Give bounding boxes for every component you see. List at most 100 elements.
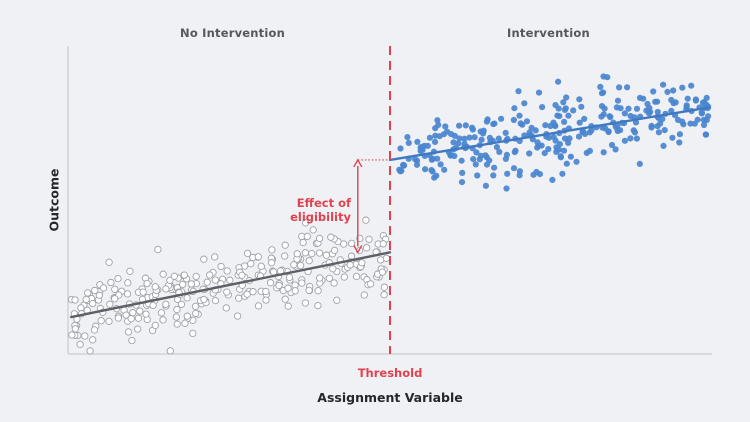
treatment-point	[588, 127, 595, 134]
control-point	[187, 280, 196, 288]
control-point	[76, 340, 84, 349]
treatment-point	[575, 133, 583, 140]
control-point	[114, 314, 123, 322]
control-point	[238, 271, 246, 279]
control-point	[301, 249, 310, 257]
control-point	[291, 287, 299, 295]
treatment-point	[435, 121, 442, 128]
treatment-point	[643, 107, 650, 114]
treatment-point	[581, 115, 588, 122]
control-point	[330, 279, 338, 287]
treatment-point	[462, 122, 469, 129]
treatment-point	[692, 97, 700, 104]
treatment-point	[552, 137, 559, 144]
treatment-point	[578, 103, 585, 110]
treatment-point	[486, 134, 493, 141]
control-point	[126, 267, 134, 275]
treatment-point	[470, 156, 477, 163]
treatment-point	[560, 147, 568, 154]
control-point	[290, 261, 298, 269]
treatment-point	[441, 166, 448, 173]
treatment-point	[560, 99, 567, 106]
treatment-point	[625, 105, 632, 112]
control-point	[360, 291, 368, 299]
control-point	[267, 259, 276, 267]
control-point	[151, 321, 159, 330]
control-point	[378, 268, 387, 276]
control-point	[189, 329, 197, 338]
treatment-point	[586, 147, 594, 154]
control-point	[322, 251, 331, 259]
control-point	[99, 284, 108, 292]
treatment-point	[648, 122, 655, 129]
control-point	[315, 249, 324, 257]
treatment-point	[414, 138, 421, 145]
treatment-point	[705, 113, 712, 120]
control-point	[203, 278, 211, 286]
treatment-point	[687, 120, 694, 127]
treatment-point	[655, 129, 663, 136]
treatment-point	[458, 179, 466, 186]
treatment-point	[542, 122, 549, 129]
treatment-point	[688, 82, 695, 89]
treatment-point	[597, 83, 604, 90]
control-point	[211, 253, 219, 261]
treatment-point	[561, 106, 569, 113]
control-point	[281, 252, 289, 260]
control-point	[284, 284, 292, 292]
treatment-point	[541, 150, 548, 157]
control-point	[124, 328, 133, 336]
treatment-point	[490, 172, 497, 179]
control-point	[284, 302, 292, 310]
treatment-point	[691, 120, 698, 127]
control-point	[134, 314, 143, 322]
treatment-point	[526, 150, 533, 157]
control-point	[127, 315, 135, 323]
treatment-point	[576, 119, 583, 126]
treatment-point	[612, 146, 619, 153]
treatment-point	[654, 108, 661, 116]
treatment-point	[570, 107, 577, 114]
control-point	[206, 271, 214, 279]
control-point	[71, 296, 79, 304]
treatment-point	[503, 185, 510, 192]
treatment-point	[636, 160, 643, 167]
control-point	[166, 347, 174, 355]
treatment-point	[493, 144, 500, 151]
control-point	[366, 280, 375, 288]
treatment-point	[654, 98, 661, 105]
control-point	[285, 273, 294, 282]
control-point	[181, 319, 189, 327]
control-point	[159, 316, 167, 324]
treatment-point	[444, 128, 451, 135]
treatment-point	[405, 139, 412, 146]
control-point	[86, 347, 94, 355]
treatment-point	[650, 88, 657, 95]
control-point	[129, 309, 137, 317]
x-axis-label: Assignment Variable	[317, 390, 463, 405]
control-point	[223, 267, 231, 275]
treatment-point	[424, 142, 431, 149]
treatment-point	[502, 129, 509, 136]
treatment-point	[534, 144, 541, 151]
treatment-point	[552, 122, 559, 130]
treatment-point	[608, 141, 616, 149]
treatment-point	[482, 182, 489, 189]
y-axis-label: Outcome	[46, 168, 62, 232]
control-point	[200, 295, 208, 304]
control-point	[315, 234, 324, 243]
treatment-point	[566, 135, 573, 142]
treatment-point	[498, 115, 505, 122]
control-point	[105, 317, 113, 325]
control-point	[380, 291, 388, 299]
treatment-point	[621, 137, 629, 144]
control-point	[233, 312, 242, 320]
control-point	[226, 276, 234, 284]
treatment-point	[510, 116, 517, 124]
treatment-point	[636, 94, 644, 101]
control-point	[298, 279, 306, 287]
control-point	[247, 260, 255, 268]
control-point	[330, 246, 339, 255]
treatment-point	[433, 172, 440, 179]
